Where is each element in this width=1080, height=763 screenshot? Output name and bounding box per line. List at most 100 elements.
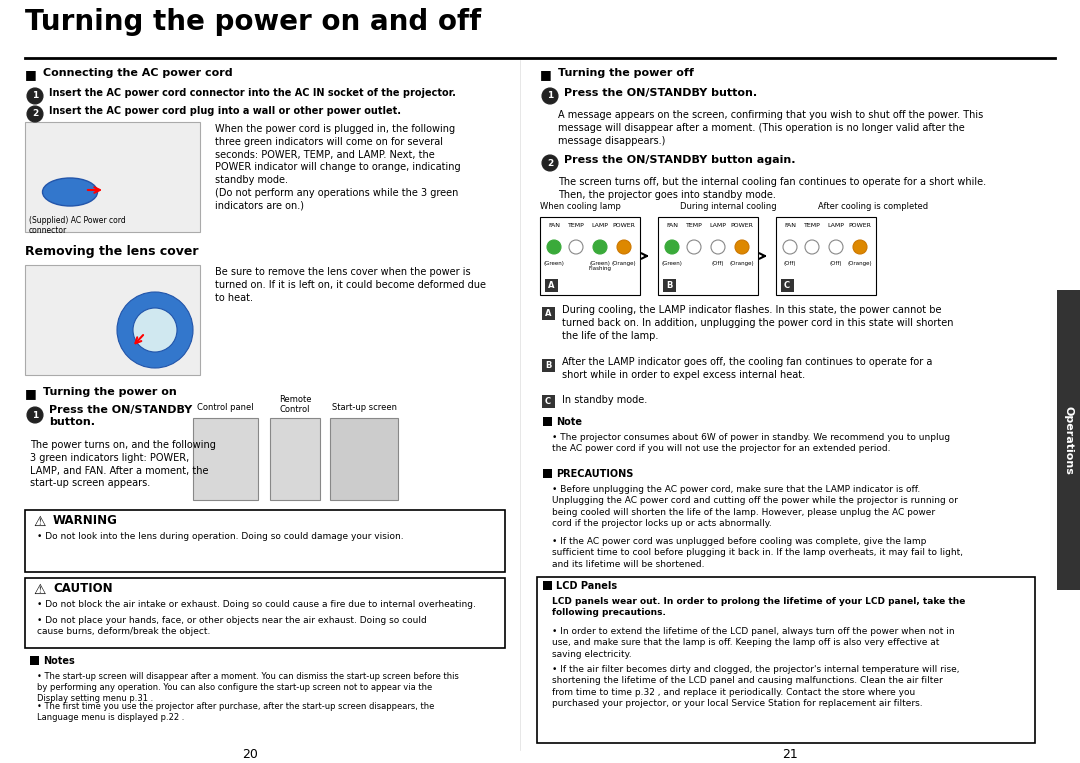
- Circle shape: [542, 155, 558, 171]
- Text: Insert the AC power cord connector into the AC IN socket of the projector.: Insert the AC power cord connector into …: [49, 88, 456, 98]
- Ellipse shape: [42, 178, 97, 206]
- Text: • If the air filter becomes dirty and clogged, the projector's internal temperat: • If the air filter becomes dirty and cl…: [552, 665, 959, 708]
- Circle shape: [569, 240, 583, 254]
- Text: (Orange): (Orange): [611, 261, 636, 266]
- Text: (Supplied) AC Power cord
connector: (Supplied) AC Power cord connector: [29, 216, 125, 236]
- Text: ■: ■: [25, 68, 37, 81]
- Circle shape: [853, 240, 867, 254]
- Circle shape: [687, 240, 701, 254]
- Text: LCD panels wear out. In order to prolong the lifetime of your LCD panel, take th: LCD panels wear out. In order to prolong…: [552, 597, 966, 617]
- Text: (Off): (Off): [784, 261, 796, 266]
- FancyBboxPatch shape: [777, 217, 876, 295]
- FancyBboxPatch shape: [25, 122, 200, 232]
- Circle shape: [665, 240, 679, 254]
- FancyBboxPatch shape: [544, 278, 557, 291]
- Text: 1: 1: [32, 410, 38, 420]
- Text: A: A: [548, 281, 554, 289]
- Text: 2: 2: [32, 110, 38, 118]
- Text: CAUTION: CAUTION: [53, 582, 112, 595]
- Text: Notes: Notes: [43, 656, 75, 666]
- Circle shape: [829, 240, 843, 254]
- FancyBboxPatch shape: [662, 278, 675, 291]
- Text: ■: ■: [540, 68, 552, 81]
- Text: Insert the AC power cord plug into a wall or other power outlet.: Insert the AC power cord plug into a wal…: [49, 106, 401, 116]
- Text: 20: 20: [242, 748, 258, 761]
- Text: POWER: POWER: [730, 223, 754, 228]
- Circle shape: [542, 88, 558, 104]
- Circle shape: [711, 240, 725, 254]
- Text: • Do not block the air intake or exhaust. Doing so could cause a fire due to int: • Do not block the air intake or exhaust…: [37, 600, 476, 609]
- Text: B: B: [544, 360, 551, 369]
- FancyBboxPatch shape: [30, 656, 39, 665]
- Text: When cooling lamp: When cooling lamp: [540, 202, 620, 211]
- Text: (Orange): (Orange): [730, 261, 754, 266]
- Text: LAMP: LAMP: [827, 223, 845, 228]
- Circle shape: [133, 308, 177, 352]
- Text: C: C: [784, 281, 791, 289]
- Text: During cooling, the LAMP indicator flashes. In this state, the power cannot be
t: During cooling, the LAMP indicator flash…: [562, 305, 954, 340]
- Text: (Off): (Off): [829, 261, 842, 266]
- Text: Turning the power on and off: Turning the power on and off: [25, 8, 482, 36]
- FancyBboxPatch shape: [541, 307, 554, 320]
- Text: (Off): (Off): [712, 261, 725, 266]
- Text: Press the ON/STANDBY button.: Press the ON/STANDBY button.: [564, 88, 757, 98]
- Text: The screen turns off, but the internal cooling fan continues to operate for a sh: The screen turns off, but the internal c…: [558, 177, 986, 200]
- Text: • Do not look into the lens during operation. Doing so could damage your vision.: • Do not look into the lens during opera…: [37, 532, 404, 541]
- Circle shape: [27, 106, 43, 122]
- Text: Start-up screen: Start-up screen: [332, 403, 396, 412]
- Text: Remote
Control: Remote Control: [279, 395, 311, 414]
- FancyBboxPatch shape: [537, 577, 1035, 743]
- Text: ⚠: ⚠: [33, 583, 45, 597]
- Text: Press the ON/STANDBY
button.: Press the ON/STANDBY button.: [49, 405, 192, 427]
- Circle shape: [783, 240, 797, 254]
- Text: TEMP: TEMP: [686, 223, 702, 228]
- Text: TEMP: TEMP: [804, 223, 821, 228]
- FancyBboxPatch shape: [543, 581, 552, 590]
- Text: When the power cord is plugged in, the following
three green indicators will com: When the power cord is plugged in, the f…: [215, 124, 461, 211]
- Text: C: C: [545, 397, 551, 405]
- Text: LCD Panels: LCD Panels: [556, 581, 617, 591]
- Text: LAMP: LAMP: [592, 223, 608, 228]
- Circle shape: [617, 240, 631, 254]
- Text: ⚠: ⚠: [33, 515, 45, 529]
- FancyBboxPatch shape: [541, 394, 554, 407]
- Circle shape: [735, 240, 750, 254]
- Circle shape: [593, 240, 607, 254]
- Text: Operations: Operations: [1064, 406, 1074, 475]
- Text: • The projector consumes about 6W of power in standby. We recommend you to unplu: • The projector consumes about 6W of pow…: [552, 433, 950, 453]
- Text: FAN: FAN: [784, 223, 796, 228]
- FancyBboxPatch shape: [25, 265, 200, 375]
- Text: FAN: FAN: [548, 223, 561, 228]
- Text: • In order to extend the lifetime of the LCD panel, always turn off the power wh: • In order to extend the lifetime of the…: [552, 627, 955, 659]
- Text: (Green): (Green): [543, 261, 565, 266]
- Text: FAN: FAN: [666, 223, 678, 228]
- FancyBboxPatch shape: [1057, 290, 1080, 590]
- FancyBboxPatch shape: [541, 359, 554, 372]
- Text: (Green): (Green): [662, 261, 683, 266]
- Text: Connecting the AC power cord: Connecting the AC power cord: [43, 68, 232, 78]
- Text: A: A: [544, 308, 551, 317]
- Text: A message appears on the screen, confirming that you wish to shut off the power.: A message appears on the screen, confirm…: [558, 110, 983, 146]
- Text: Press the ON/STANDBY button again.: Press the ON/STANDBY button again.: [564, 155, 796, 165]
- Text: TEMP: TEMP: [568, 223, 584, 228]
- Text: After the LAMP indicator goes off, the cooling fan continues to operate for a
sh: After the LAMP indicator goes off, the c…: [562, 357, 932, 380]
- Text: • If the AC power cord was unplugged before cooling was complete, give the lamp
: • If the AC power cord was unplugged bef…: [552, 537, 963, 569]
- Text: • Do not place your hands, face, or other objects near the air exhaust. Doing so: • Do not place your hands, face, or othe…: [37, 616, 427, 636]
- Text: (Green)
Flashing: (Green) Flashing: [589, 261, 611, 272]
- Text: Turning the power off: Turning the power off: [558, 68, 693, 78]
- Text: 1: 1: [546, 92, 553, 101]
- Text: 1: 1: [32, 92, 38, 101]
- Text: • The first time you use the projector after purchase, after the start-up screen: • The first time you use the projector a…: [37, 702, 434, 722]
- Text: Control panel: Control panel: [197, 403, 254, 412]
- Circle shape: [117, 292, 193, 368]
- Circle shape: [27, 407, 43, 423]
- Text: During internal cooling: During internal cooling: [679, 202, 777, 211]
- Text: 2: 2: [546, 159, 553, 168]
- Text: PRECAUTIONS: PRECAUTIONS: [556, 469, 633, 479]
- FancyBboxPatch shape: [781, 278, 794, 291]
- Text: B: B: [665, 281, 672, 289]
- Text: Be sure to remove the lens cover when the power is
turned on. If it is left on, : Be sure to remove the lens cover when th…: [215, 267, 486, 303]
- FancyBboxPatch shape: [25, 578, 505, 648]
- Text: POWER: POWER: [849, 223, 872, 228]
- Text: After cooling is completed: After cooling is completed: [818, 202, 928, 211]
